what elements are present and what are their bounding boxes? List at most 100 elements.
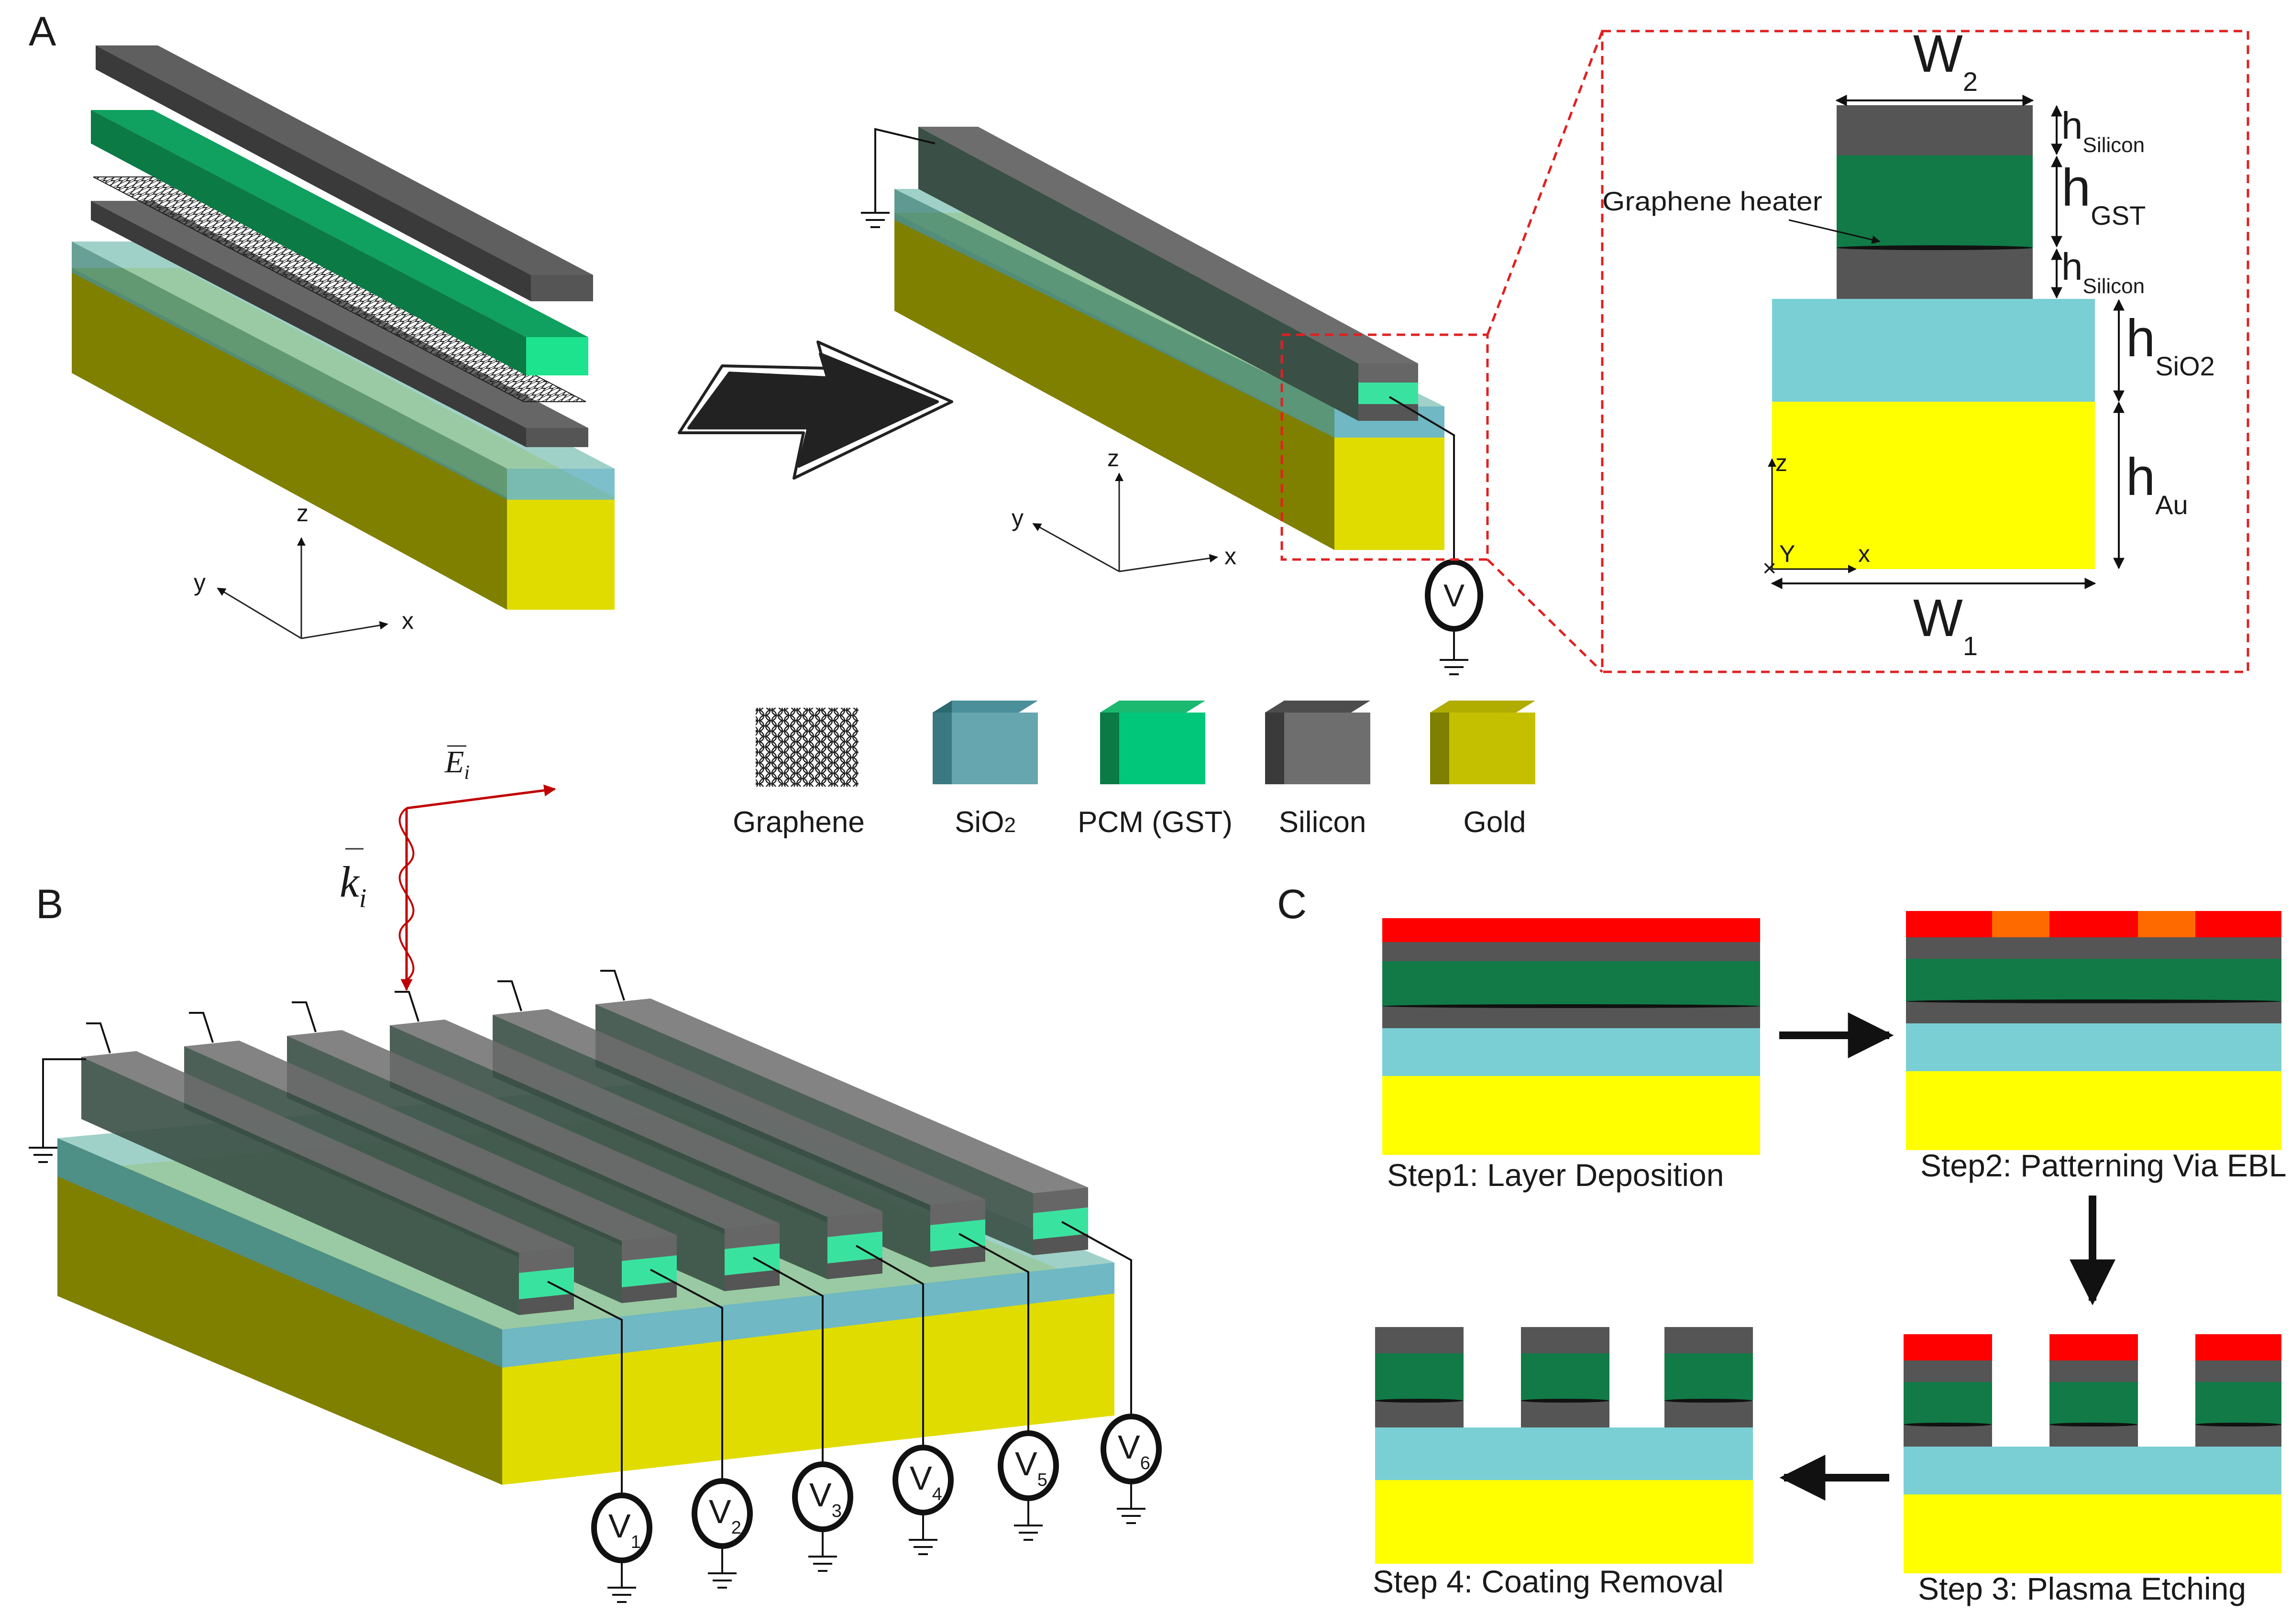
- array-voltage-sources: V1 V2 V3 V4 V5 V6: [547, 1221, 1162, 1603]
- axis-a-left-y: y: [194, 569, 206, 596]
- axis-a-center-z: z: [1107, 445, 1119, 472]
- zoom-box-small: [1280, 333, 1489, 561]
- cs-axis-y: Y: [1779, 540, 1795, 567]
- step4-label: Step 4: Coating Removal: [1373, 1564, 1724, 1599]
- voltage-label-3: V3: [809, 1476, 842, 1521]
- h-sio2-label: hSiO2: [2126, 309, 2215, 381]
- zoom-line-top: [1486, 31, 1604, 335]
- step1-label: Step1: Layer Deposition: [1387, 1157, 1724, 1193]
- step2-label: Step2: Patterning Via EBL: [1920, 1148, 2287, 1183]
- panel-c-label: C: [1277, 881, 1307, 927]
- transition-arrow: [687, 352, 939, 468]
- step3-stack: [1904, 1334, 2281, 1573]
- exploded-gold-front: [507, 497, 615, 610]
- assembled-ground-wire: [874, 128, 936, 213]
- array-sio2-front: [502, 1262, 1114, 1368]
- cs-axis-x: x: [1858, 540, 1870, 567]
- panel-a-label: A: [29, 9, 56, 55]
- assembled-gold-side: [894, 213, 1334, 550]
- h-gst-label: hGST: [2061, 158, 2146, 230]
- waveguide-1: [81, 1022, 574, 1315]
- cs-gst: [1837, 155, 2033, 249]
- voltage-source-a: V: [1425, 559, 1483, 675]
- voltage-label-5: V5: [1015, 1445, 1047, 1490]
- voltage-source-2: V2: [650, 1269, 753, 1589]
- assembled-ground-symbol: [861, 212, 890, 228]
- step3-label: Step 3: Plasma Etching: [1918, 1571, 2246, 1606]
- assembled-sio2-side: [894, 189, 1334, 438]
- axis-a-left-x: x: [402, 607, 414, 634]
- array-sio2-side: [57, 1138, 502, 1368]
- w1-label: W1: [1913, 589, 1978, 661]
- assembled-gold-front: [1334, 438, 1444, 550]
- panel-b-label: B: [36, 881, 63, 927]
- legend-graphene-swatch: [756, 708, 859, 787]
- exploded-si-bottom-side: [91, 201, 526, 447]
- zoom-line-bottom: [1487, 559, 1603, 673]
- voltage-source-3: V3: [753, 1257, 853, 1572]
- voltage-label-2: V2: [709, 1493, 741, 1538]
- voltage-source-1: V1: [547, 1281, 652, 1603]
- step4-stack: [1375, 1327, 1753, 1564]
- array-ground: [29, 1058, 86, 1163]
- cross-section: [1772, 105, 2095, 569]
- exploded-si-bottom-top: [91, 201, 588, 428]
- voltage-label-1: V1: [608, 1507, 641, 1552]
- array-waveguides: [29, 970, 1088, 1315]
- voltage-label-6: V6: [1118, 1428, 1150, 1473]
- voltage-a-label: V: [1443, 578, 1465, 613]
- exploded-sio2-front: [507, 469, 615, 500]
- assembled-wg-front-gst: [1358, 383, 1418, 404]
- legend-pcm-swatch: [1100, 701, 1205, 784]
- cs-axis-z: z: [1775, 450, 1787, 476]
- assembled-wg-front-si-bot: [1358, 404, 1418, 421]
- exploded-gst-front: [526, 337, 588, 375]
- axis-a-left-z: z: [297, 500, 308, 527]
- exploded-graphene-sheet: [93, 176, 586, 402]
- exploded-gold-side: [72, 268, 507, 610]
- e-field-arrow: [406, 784, 556, 810]
- voltage-source-6: V6: [1061, 1221, 1162, 1524]
- voltage-source-5: V5: [958, 1233, 1059, 1541]
- voltage-source-4: V4: [856, 1245, 954, 1555]
- exploded-si-top-front: [531, 275, 593, 301]
- legend-pcm-label: PCM (GST): [1078, 806, 1233, 839]
- exploded-si-bottom-front: [526, 428, 588, 447]
- cs-si-top: [1837, 105, 2033, 155]
- legend-gold-label: Gold: [1464, 806, 1526, 839]
- legend: Graphene SiO2 PCM (GST) Silicon Gold: [733, 701, 1535, 839]
- cs-gold: [1772, 402, 2095, 569]
- legend-graphene-label: Graphene: [733, 806, 865, 839]
- assembled-wg-front-si-top: [1358, 363, 1418, 383]
- cs-si-bottom: [1837, 249, 2033, 299]
- exploded-si-top-top: [96, 45, 593, 275]
- axis-a-center-x: x: [1224, 543, 1236, 570]
- step1-stack: [1382, 918, 1760, 1155]
- cs-axis-cross: ×: [1762, 555, 1776, 582]
- assembled-device: [861, 127, 1455, 560]
- h-au-label: hAu: [2126, 448, 2188, 520]
- assembled-signal-wire: [1388, 396, 1455, 560]
- step2-stack: [1906, 911, 2281, 1150]
- assembled-wg-top: [918, 127, 1418, 363]
- graphene-heater-pointer: [1788, 219, 1881, 244]
- transition-arrow-outline: [678, 340, 953, 480]
- array-gold-front: [502, 1291, 1114, 1485]
- exploded-si-top-side: [96, 45, 531, 301]
- incident-wave: [398, 784, 556, 991]
- array-gold-side: [57, 1172, 502, 1485]
- cs-sio2: [1772, 299, 2095, 402]
- axes-a-center: [1032, 472, 1218, 572]
- axes-a-left: [217, 537, 388, 639]
- h-silicon-top-label: hSilicon: [2061, 104, 2145, 157]
- zoom-box-large: [1601, 30, 2249, 673]
- legend-silicon-swatch: [1265, 701, 1370, 784]
- exploded-gst-top: [91, 110, 588, 337]
- graphene-heater-label: Graphene heater: [1602, 186, 1822, 216]
- w2-label: W2: [1913, 24, 1978, 97]
- h-silicon-bottom-label: hSilicon: [2061, 245, 2145, 298]
- legend-sio2-label: SiO2: [955, 806, 1016, 839]
- legend-silicon-label: Silicon: [1279, 806, 1366, 839]
- exploded-sio2-side: [72, 241, 507, 500]
